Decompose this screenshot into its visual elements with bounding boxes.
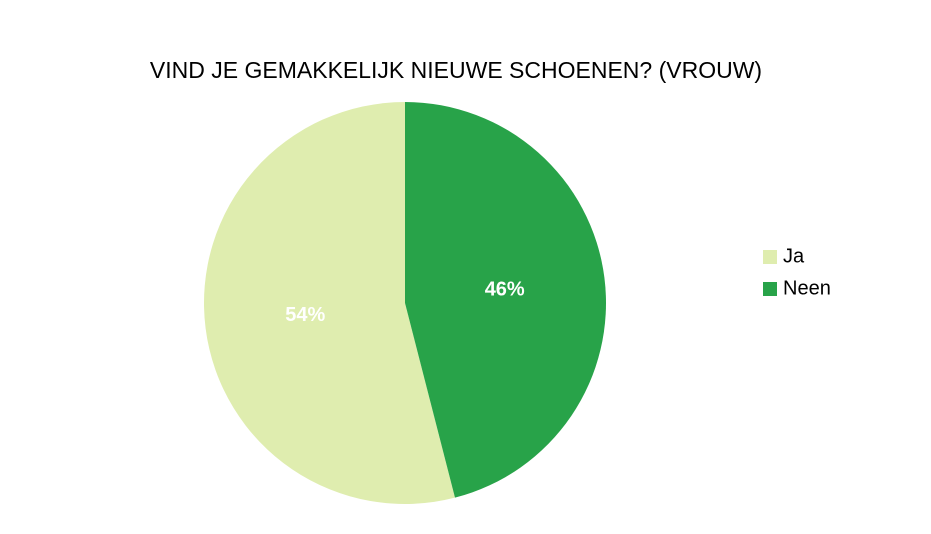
- data-label: 54%: [285, 304, 325, 326]
- legend-label: Ja: [783, 245, 805, 267]
- data-label: 46%: [485, 279, 525, 301]
- legend-swatch: [763, 250, 777, 264]
- legend-label: Neen: [783, 277, 831, 299]
- pie-slice: [204, 102, 455, 504]
- chart-title: VIND JE GEMAKKELIJK NIEUWE SCHOENEN? (VR…: [150, 57, 762, 83]
- legend-swatch: [763, 282, 777, 296]
- pie-slice: [405, 102, 606, 498]
